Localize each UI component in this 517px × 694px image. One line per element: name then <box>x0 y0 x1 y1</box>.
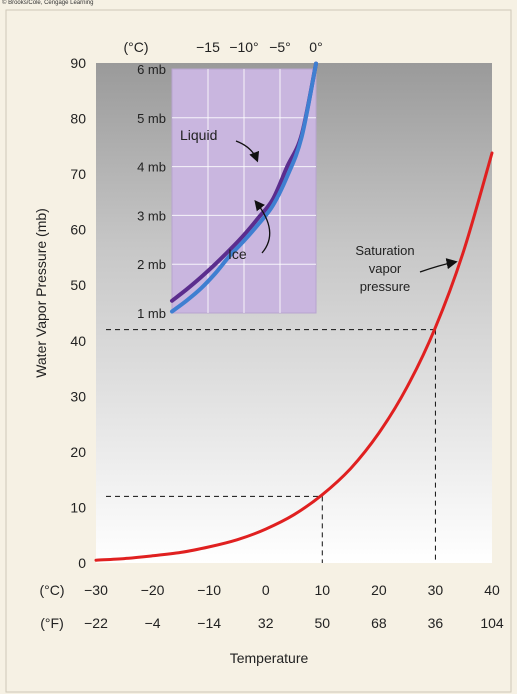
inset-x-tick-label: −15 <box>196 39 220 55</box>
inset-chart: 1 mb 2 mb 3 mb 4 mb 5 mb 6 mb −15 −10° −5° 0° (°C)… <box>123 39 322 321</box>
main-series <box>94 151 494 562</box>
ice-line <box>170 61 318 314</box>
x-tick-label-fahrenheit: 36 <box>428 615 444 631</box>
y-tick-label: 0 <box>78 555 86 571</box>
inset-y-tick-label: 5 mb <box>137 111 166 126</box>
inset-x-tick-label: 0° <box>309 39 322 55</box>
inset-y-tick-label: 4 mb <box>137 160 166 175</box>
saturation-annotation: Saturation vapor pressure <box>355 243 458 294</box>
inset-x-tick-label: −10° <box>229 39 258 55</box>
x-tick-label-fahrenheit: 68 <box>371 615 387 631</box>
y-tick-label: 30 <box>70 388 86 404</box>
y-tick-label: 60 <box>70 222 86 238</box>
y-tick-label: 40 <box>70 333 86 349</box>
inset-y-tick-label: 2 mb <box>137 257 166 272</box>
inset-y-tick-label: 6 mb <box>137 62 166 77</box>
fahrenheit-unit-label: (°F) <box>40 615 63 631</box>
inset-x-tick-label: −5° <box>269 39 291 55</box>
x-tick-label-celsius: 0 <box>262 582 270 598</box>
annotation-arrow <box>419 258 458 273</box>
liquid-arrow <box>235 140 260 163</box>
liquid-label: Liquid <box>180 127 217 143</box>
x-tick-label-celsius: −30 <box>84 582 108 598</box>
celsius-unit-label: (°C) <box>39 582 64 598</box>
x-tick-label-fahrenheit: 32 <box>258 615 274 631</box>
x-tick-label-celsius: 20 <box>371 582 387 598</box>
x-tick-label-fahrenheit: −22 <box>84 615 108 631</box>
annotation-line-3: pressure <box>360 279 411 294</box>
x-tick-label-celsius: −10 <box>197 582 221 598</box>
x-tick-label-fahrenheit: −4 <box>145 615 161 631</box>
x-tick-label-celsius: 40 <box>484 582 500 598</box>
x-tick-label-celsius: 10 <box>314 582 330 598</box>
x-tick-label-fahrenheit: 104 <box>480 615 504 631</box>
liquid-line <box>170 61 318 303</box>
x-tick-label-fahrenheit: −14 <box>197 615 221 631</box>
y-axis-label: Water Vapor Pressure (mb) <box>33 208 49 378</box>
inset-y-tick-label: 1 mb <box>137 306 166 321</box>
x-tick-label-fahrenheit: 50 <box>314 615 330 631</box>
y-tick-label: 80 <box>70 111 86 127</box>
copyright-notice: © Brooks/Cole, Cengage Learning <box>2 0 94 6</box>
annotation-line-1: Saturation <box>355 243 414 258</box>
y-tick-label: 20 <box>70 444 86 460</box>
y-tick-label: 90 <box>70 55 86 71</box>
x-tick-label-celsius: 30 <box>428 582 444 598</box>
reference-lines <box>106 329 436 563</box>
saturation-vapor-pressure-line <box>94 151 494 562</box>
ice-arrow <box>254 199 271 254</box>
x-axis-label: Temperature <box>230 650 309 666</box>
y-tick-label: 70 <box>70 166 86 182</box>
inset-x-unit-label: (°C) <box>123 39 148 55</box>
y-tick-label: 50 <box>70 277 86 293</box>
x-tick-label-celsius: −20 <box>141 582 165 598</box>
annotation-line-2: vapor <box>369 261 402 276</box>
y-tick-label: 10 <box>70 499 86 515</box>
ice-label: Ice <box>228 246 247 262</box>
main-axes: 0 10 20 30 40 50 60 70 80 90 −30 −22 −20 −4 −10 −14 0 32 1… <box>70 55 503 631</box>
inset-y-tick-label: 3 mb <box>137 208 166 223</box>
